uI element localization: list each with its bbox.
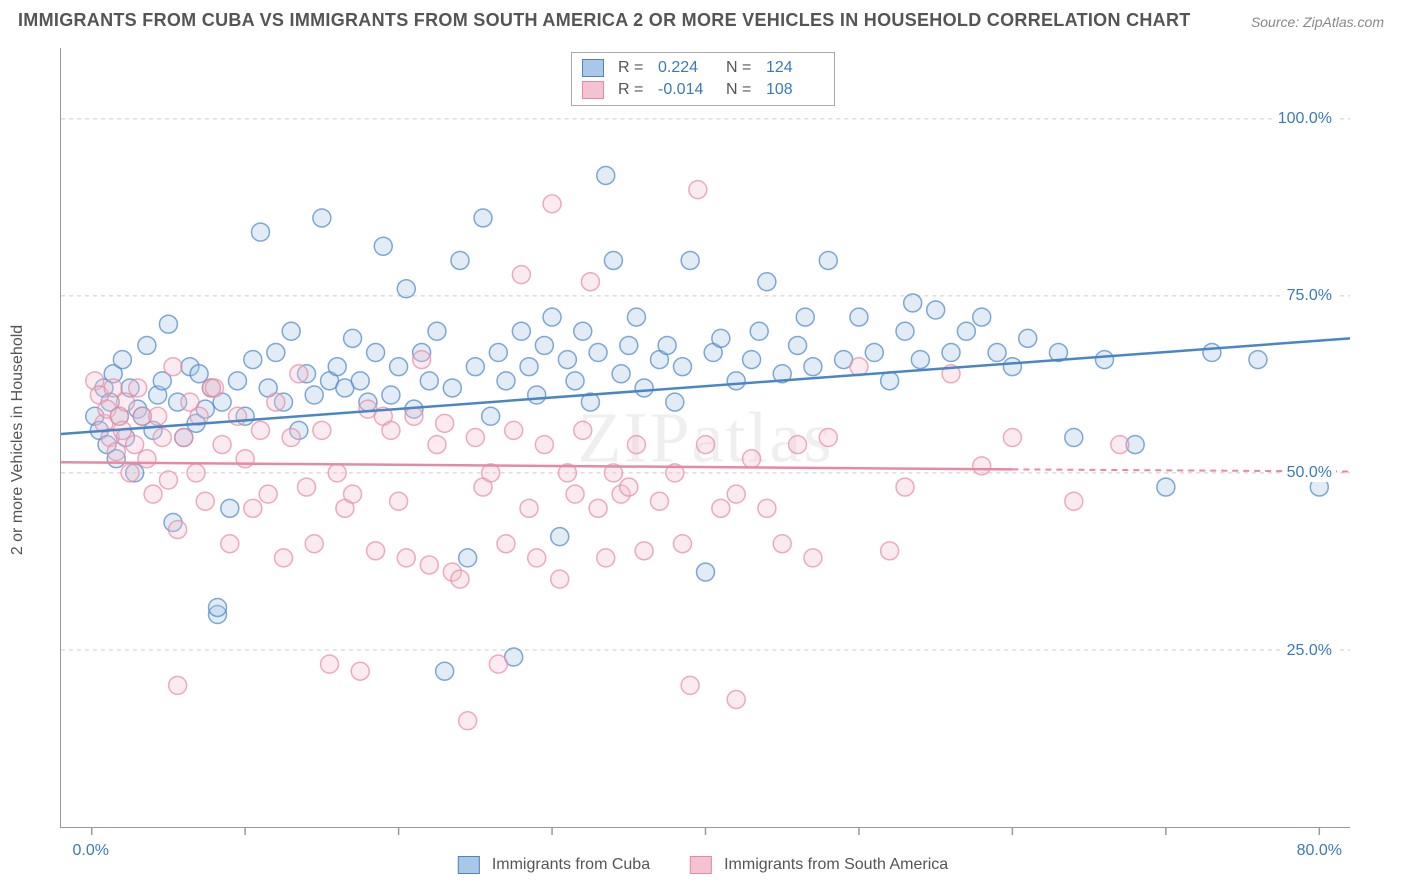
scatter-svg	[61, 48, 1350, 827]
label-r: R =	[618, 59, 648, 77]
label-n: N =	[726, 59, 756, 77]
legend-row-cuba: R = 0.224 N = 124	[582, 57, 824, 79]
y-tick-label: 75.0%	[1283, 287, 1336, 305]
swatch-sa-icon	[690, 856, 712, 874]
y-tick-label: 50.0%	[1283, 464, 1336, 482]
value-n-sa: 108	[766, 81, 824, 99]
legend-label-sa: Immigrants from South America	[724, 856, 948, 874]
x-tick-label-max: 80.0%	[1297, 842, 1342, 860]
legend-item-sa: Immigrants from South America	[690, 856, 948, 874]
correlation-legend: R = 0.224 N = 124 R = -0.014 N = 108	[571, 52, 835, 106]
source-attribution: Source: ZipAtlas.com	[1251, 14, 1384, 30]
value-r-sa: -0.014	[658, 81, 716, 99]
legend-item-cuba: Immigrants from Cuba	[458, 856, 650, 874]
series-legend: Immigrants from Cuba Immigrants from Sou…	[458, 856, 948, 874]
value-n-cuba: 124	[766, 59, 824, 77]
y-axis-label: 2 or more Vehicles in Household	[9, 325, 27, 555]
y-tick-label: 100.0%	[1274, 110, 1336, 128]
value-r-cuba: 0.224	[658, 59, 716, 77]
label-n: N =	[726, 81, 756, 99]
x-tick-label-min: 0.0%	[72, 842, 108, 860]
chart-title: IMMIGRANTS FROM CUBA VS IMMIGRANTS FROM …	[18, 10, 1191, 31]
y-tick-label: 25.0%	[1283, 642, 1336, 660]
label-r: R =	[618, 81, 648, 99]
swatch-sa	[582, 81, 604, 99]
legend-row-sa: R = -0.014 N = 108	[582, 79, 824, 101]
swatch-cuba	[582, 59, 604, 77]
swatch-cuba-icon	[458, 856, 480, 874]
legend-label-cuba: Immigrants from Cuba	[492, 856, 650, 874]
plot-area: ZIPatlas 25.0%50.0%75.0%100.0%	[60, 48, 1350, 828]
